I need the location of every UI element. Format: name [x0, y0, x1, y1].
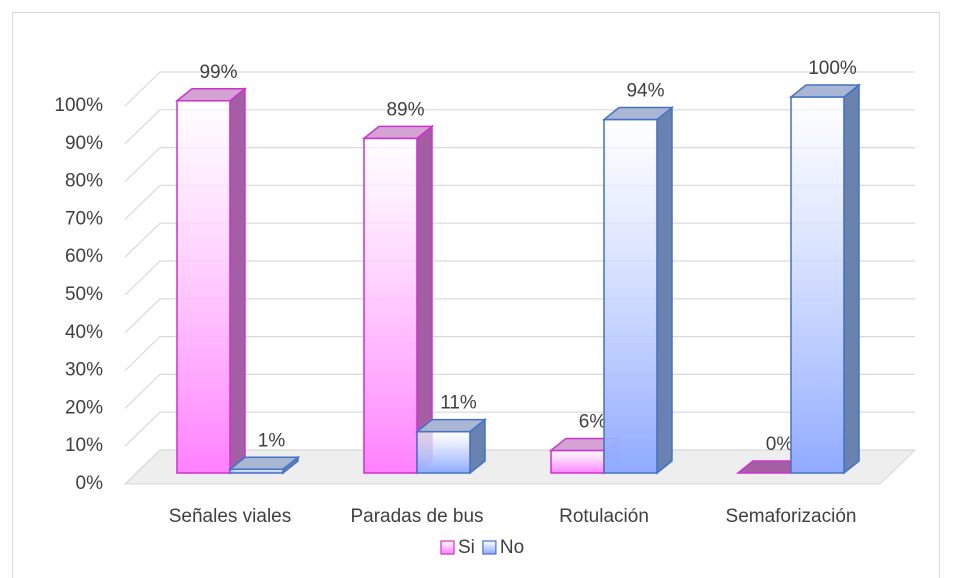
x-tick-label: Paradas de bus: [350, 506, 483, 527]
legend-swatch: [482, 540, 497, 555]
data-label: 99%: [199, 62, 237, 83]
bar: [416, 430, 471, 474]
bar-side: [656, 105, 673, 475]
legend-swatch: [440, 540, 455, 555]
y-tick-label: 0%: [76, 473, 104, 494]
bar-top: [361, 125, 435, 140]
y-tick-label: 30%: [65, 360, 103, 381]
bar-top: [227, 456, 301, 470]
y-tick-label: 100%: [54, 95, 103, 116]
data-label: 1%: [258, 430, 286, 451]
data-label: 89%: [386, 99, 424, 120]
y-tick-label: 20%: [65, 397, 103, 418]
bar: [176, 100, 231, 474]
x-tick-label: Rotulación: [559, 506, 649, 527]
legend-label: No: [500, 537, 524, 558]
y-tick-label: 80%: [65, 171, 103, 192]
bar: [790, 96, 845, 474]
bar-top: [174, 88, 248, 102]
data-label: 0%: [766, 434, 794, 455]
bar-top: [414, 418, 488, 433]
bar-top: [788, 84, 862, 98]
bar: [363, 137, 418, 474]
bar: [603, 118, 658, 474]
y-tick-label: 50%: [65, 284, 103, 305]
data-label: 94%: [626, 81, 664, 102]
x-tick-label: Semaforización: [726, 506, 857, 527]
y-tick-label: 10%: [65, 435, 103, 456]
grid-line: [124, 71, 915, 107]
legend-label: Si: [458, 537, 475, 558]
data-label: 100%: [808, 58, 857, 79]
y-tick-label: 60%: [65, 246, 103, 267]
bar-side: [843, 83, 860, 475]
x-tick-label: Señales viales: [169, 506, 292, 527]
y-tick-label: 40%: [65, 322, 103, 343]
bar-side: [229, 87, 246, 475]
bar-top: [601, 106, 675, 121]
y-tick-label: 90%: [65, 133, 103, 154]
y-tick-label: 70%: [65, 208, 103, 229]
data-label: 6%: [579, 411, 607, 432]
bar: [550, 449, 605, 474]
data-label: 11%: [440, 393, 477, 414]
